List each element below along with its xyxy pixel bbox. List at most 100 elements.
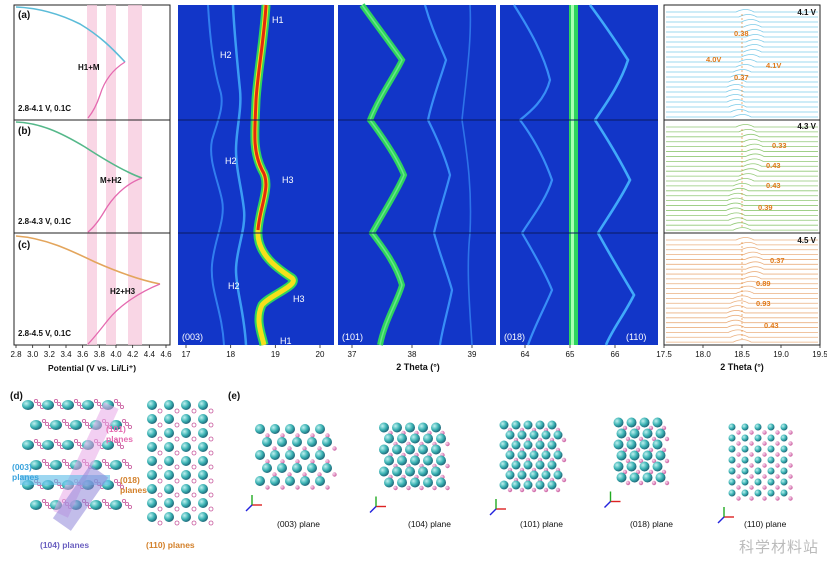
atom-metal [741, 478, 749, 486]
atom-oxygen [117, 401, 122, 406]
potential-axis-label: Potential (V vs. Li/Li⁺) [48, 363, 136, 373]
stacked-pattern-line [666, 163, 818, 167]
atom-oxygen [34, 398, 39, 403]
atom-metal [767, 423, 775, 431]
atom-oxygen [54, 398, 59, 403]
atom-oxygen [191, 506, 197, 512]
atom-metal [642, 472, 653, 483]
atom-oxygen [125, 421, 130, 426]
atom-metal [547, 460, 557, 470]
atom-oxygen [295, 485, 300, 490]
atom-metal [270, 424, 280, 434]
atom-oxygen [775, 474, 780, 479]
contour-map-018: (018) (110) 64 65 66 [500, 4, 658, 359]
atom-oxygen [280, 485, 285, 490]
atom-metal [741, 445, 749, 453]
atom-oxygen [762, 452, 767, 457]
atom-metal [110, 500, 122, 510]
atom-oxygen [127, 504, 132, 509]
atom-metal [102, 440, 114, 450]
stacked-pattern-line [666, 329, 818, 333]
stacked-pattern-line [666, 227, 818, 231]
atom-metal [728, 478, 736, 486]
atom-metal [405, 422, 415, 433]
label-h3-b: H3 [282, 175, 294, 185]
atom-oxygen [788, 430, 793, 435]
stacked-pattern-line [666, 192, 818, 197]
atom-oxygen [325, 459, 330, 464]
atom-oxygen [280, 433, 285, 438]
atom-metal [780, 467, 788, 475]
atom-oxygen [287, 446, 292, 451]
atom-oxygen [114, 398, 119, 403]
atom-metal [198, 512, 208, 522]
stacked-pattern-line [666, 334, 818, 338]
annot-a2: 4.0V [706, 55, 721, 64]
stacked-pattern-line [666, 79, 818, 83]
stacked-pattern-line [666, 319, 818, 324]
annot-a1: 0.38 [734, 29, 749, 38]
atom-oxygen [208, 464, 214, 470]
tick-label: 64 [521, 350, 530, 359]
atom-metal [629, 472, 640, 483]
atom-oxygen [325, 485, 330, 490]
atom-metal [754, 423, 762, 431]
atom-metal [397, 433, 407, 444]
atom-metal [164, 512, 174, 522]
atom-metal [553, 430, 563, 440]
atom-oxygen [174, 450, 180, 456]
stacked-pattern-line [666, 14, 818, 18]
atom-metal [541, 470, 551, 480]
atom-oxygen [775, 485, 780, 490]
atom-metal [147, 512, 157, 522]
atom-metal [322, 463, 332, 473]
atom-metal [728, 467, 736, 475]
stacked-pattern-line [666, 241, 818, 246]
atom-oxygen [114, 438, 119, 443]
stacked-pattern-line [666, 24, 818, 28]
axis-ticks-018: 64 65 66 [521, 345, 620, 359]
atom-oxygen [157, 478, 163, 484]
atom-oxygen [157, 408, 163, 414]
atom-oxygen [749, 452, 754, 457]
stacked-pattern-line [666, 212, 818, 216]
atom-metal [277, 437, 287, 447]
atom-oxygen [664, 458, 670, 464]
axis-indicator [245, 504, 253, 512]
atom-oxygen [127, 424, 132, 429]
atom-oxygen [651, 480, 657, 486]
atom-metal [780, 445, 788, 453]
atom-oxygen [638, 480, 644, 486]
atom-metal [655, 472, 666, 483]
atom-metal [517, 450, 527, 460]
atom-oxygen [788, 496, 793, 501]
tick-label: 4.2 [127, 350, 139, 359]
axis-ticks-stack: 17.5 18.0 18.5 19.0 19.5 [656, 345, 827, 359]
atom-metal [754, 434, 762, 442]
atom-oxygen [788, 441, 793, 446]
atom-oxygen [749, 496, 754, 501]
stacked-pattern-line [666, 153, 818, 157]
atom-metal [405, 466, 415, 477]
atom-metal [50, 420, 62, 430]
discharge-curve-a [87, 61, 126, 119]
stacked-pattern-line [666, 280, 818, 285]
atom-metal [767, 489, 775, 497]
atom-metal [499, 480, 509, 490]
atom-oxygen [157, 450, 163, 456]
stacked-pattern-line [666, 339, 818, 343]
label-h1-bottom: H1 [280, 336, 292, 346]
atom-metal [517, 430, 527, 440]
atom-oxygen [406, 485, 411, 491]
atom-oxygen [310, 459, 315, 464]
atom-metal [511, 420, 521, 430]
stacked-pattern-line [666, 59, 818, 63]
atom-metal [270, 476, 280, 486]
atom-metal [629, 428, 640, 439]
tick-label: 3.8 [94, 350, 106, 359]
plane-101-highlight [53, 402, 119, 518]
atom-oxygen [638, 458, 644, 464]
atom-oxygen [788, 474, 793, 479]
label-h3-c: H3 [293, 294, 305, 304]
